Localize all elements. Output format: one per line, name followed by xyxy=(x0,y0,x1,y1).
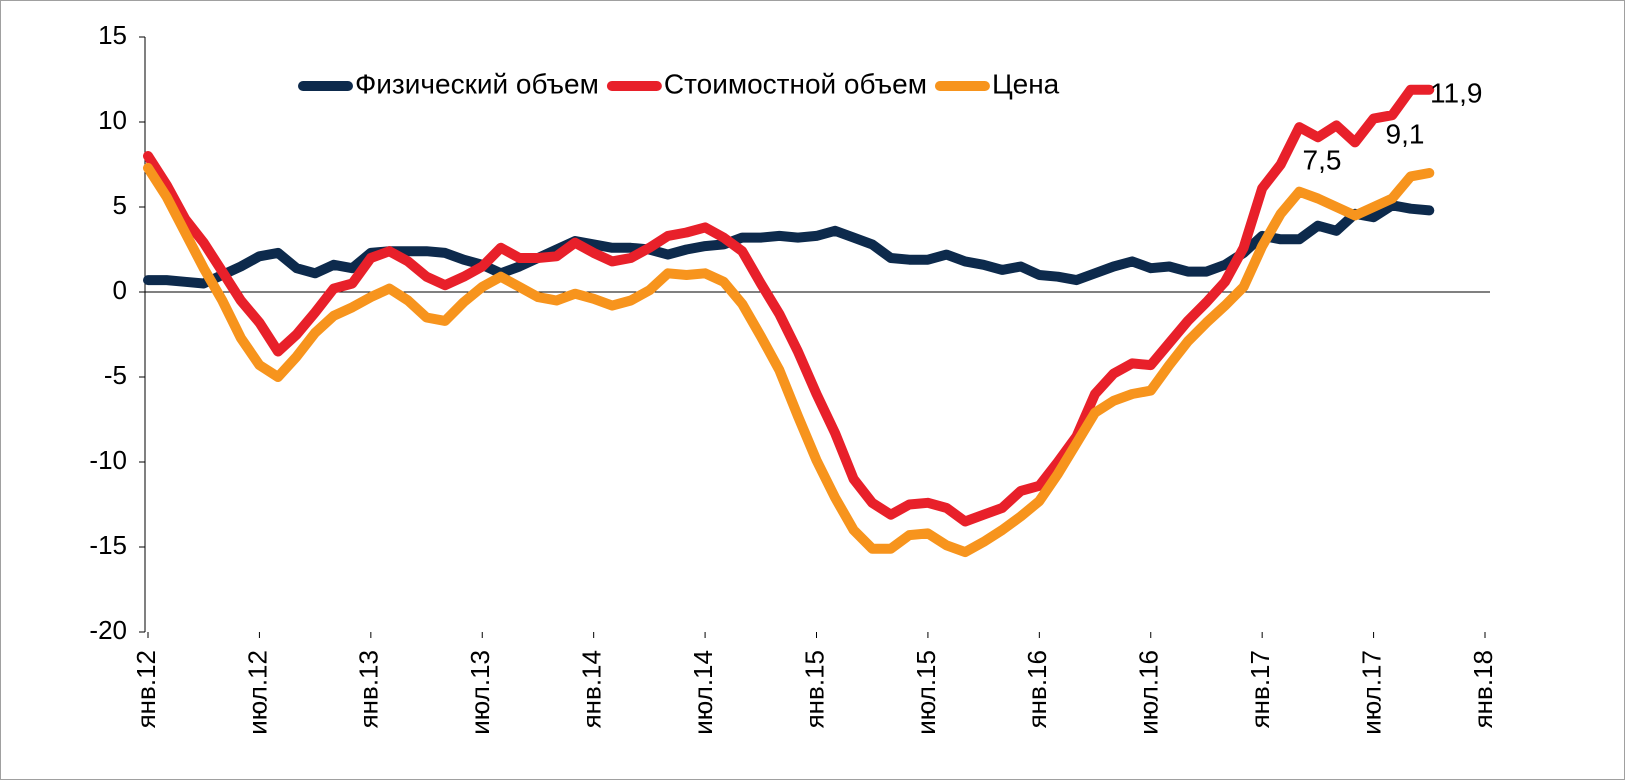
x-tick-label: янв.14 xyxy=(577,650,607,728)
x-tick-label: янв.18 xyxy=(1468,650,1498,728)
y-tick-label: 0 xyxy=(113,275,127,305)
legend-label: Цена xyxy=(992,68,1060,99)
annotation: 9,1 xyxy=(1386,118,1425,149)
y-tick-label: 10 xyxy=(98,105,127,135)
x-tick-label: янв.13 xyxy=(354,650,384,728)
x-tick-label: июл.13 xyxy=(465,650,495,735)
annotation: 11,9 xyxy=(1430,77,1482,108)
x-tick-label: июл.17 xyxy=(1356,650,1386,735)
y-tick-label: -15 xyxy=(89,530,127,560)
x-tick-label: июл.16 xyxy=(1134,650,1164,735)
y-tick-label: 15 xyxy=(98,20,127,50)
series-line xyxy=(143,162,1435,558)
x-tick-label: июл.12 xyxy=(242,650,272,735)
y-tick-label: -5 xyxy=(104,360,127,390)
annotation: 7,5 xyxy=(1303,144,1342,175)
y-tick-label: -10 xyxy=(89,445,127,475)
series-line xyxy=(143,200,1435,289)
x-tick-label: янв.12 xyxy=(131,650,161,728)
x-tick-label: янв.15 xyxy=(799,650,829,728)
x-tick-label: июл.14 xyxy=(688,650,718,735)
series-line xyxy=(143,84,1435,527)
x-tick-label: янв.16 xyxy=(1022,650,1052,728)
y-tick-label: 5 xyxy=(113,190,127,220)
y-tick-label: -20 xyxy=(89,615,127,645)
x-tick-label: янв.17 xyxy=(1245,650,1275,728)
legend-label: Физический объем xyxy=(355,68,599,99)
legend-label: Стоимостной объем xyxy=(664,68,927,99)
x-tick-label: июл.15 xyxy=(911,650,941,735)
